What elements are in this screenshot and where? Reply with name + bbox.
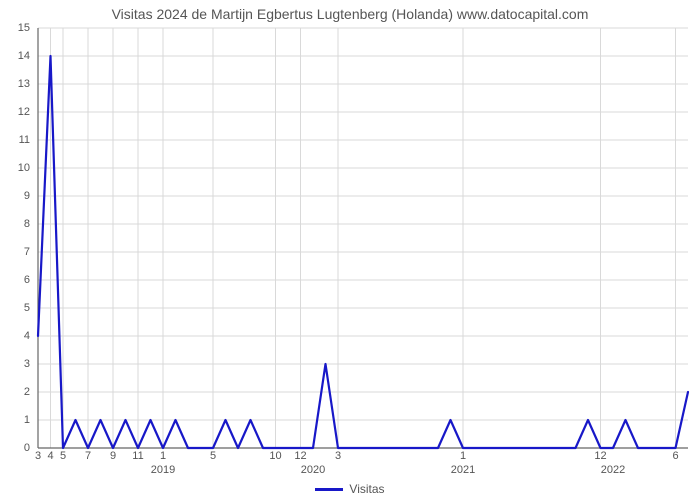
x-major-label: 2019 — [151, 464, 175, 476]
x-major-label: 2021 — [451, 464, 475, 476]
x-tick-label: 12 — [594, 450, 606, 462]
x-tick-label: 5 — [60, 450, 66, 462]
x-tick-label: 12 — [294, 450, 306, 462]
y-tick-label: 0 — [24, 442, 30, 454]
y-tick-label: 7 — [24, 246, 30, 258]
x-tick-label: 1 — [460, 450, 466, 462]
legend: Visitas — [0, 482, 700, 496]
y-tick-label: 9 — [24, 190, 30, 202]
chart-container: Visitas 2024 de Martijn Egbertus Lugtenb… — [0, 0, 700, 500]
y-tick-label: 1 — [24, 414, 30, 426]
y-tick-label: 5 — [24, 302, 30, 314]
y-tick-label: 14 — [18, 50, 30, 62]
x-axis-labels: 3457911151012311262019202020212022 — [38, 450, 688, 470]
y-tick-label: 2 — [24, 386, 30, 398]
y-tick-label: 12 — [18, 106, 30, 118]
y-tick-label: 13 — [18, 78, 30, 90]
x-tick-label: 9 — [110, 450, 116, 462]
legend-label: Visitas — [349, 482, 384, 496]
x-tick-label: 3 — [335, 450, 341, 462]
x-tick-label: 3 — [35, 450, 41, 462]
y-tick-label: 4 — [24, 330, 30, 342]
y-axis-labels: 0123456789101112131415 — [0, 28, 34, 448]
y-tick-label: 10 — [18, 162, 30, 174]
x-tick-label: 11 — [132, 450, 143, 462]
x-tick-label: 1 — [160, 450, 166, 462]
x-tick-label: 7 — [85, 450, 91, 462]
x-tick-label: 4 — [47, 450, 53, 462]
y-tick-label: 8 — [24, 218, 30, 230]
y-tick-label: 11 — [19, 134, 30, 146]
x-tick-label: 10 — [269, 450, 281, 462]
y-tick-label: 6 — [24, 274, 30, 286]
y-tick-label: 15 — [18, 22, 30, 34]
x-tick-label: 5 — [210, 450, 216, 462]
chart-title: Visitas 2024 de Martijn Egbertus Lugtenb… — [0, 6, 700, 22]
x-tick-label: 6 — [672, 450, 678, 462]
x-major-label: 2022 — [601, 464, 625, 476]
x-major-label: 2020 — [301, 464, 325, 476]
line-svg — [38, 28, 688, 448]
legend-swatch — [315, 488, 343, 491]
plot-area — [38, 28, 688, 448]
y-tick-label: 3 — [24, 358, 30, 370]
